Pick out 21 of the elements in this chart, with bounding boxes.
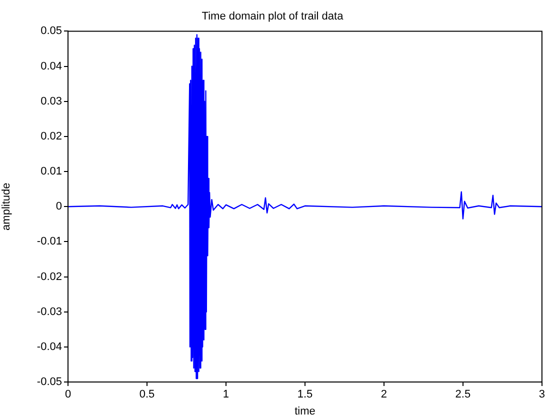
x-tick-label: 1.5 bbox=[297, 388, 313, 401]
y-tick-label: 0.03 bbox=[40, 95, 62, 108]
y-tick-label: -0.05 bbox=[36, 376, 62, 388]
y-tick-label: 0 bbox=[56, 200, 62, 213]
x-tick-label: 2.5 bbox=[455, 388, 471, 401]
x-axis-title: time bbox=[294, 405, 316, 418]
y-axis-title: amplitude bbox=[0, 182, 13, 230]
y-tick-label: 0.04 bbox=[40, 60, 62, 72]
x-tick-label: 0.5 bbox=[139, 388, 155, 401]
y-tick-label: 0.02 bbox=[40, 130, 62, 142]
y-tick-label: -0.01 bbox=[36, 236, 62, 248]
x-tick-label: 2 bbox=[380, 388, 388, 401]
x-tick-label: 0 bbox=[64, 388, 72, 401]
y-tick-label: 0.01 bbox=[40, 166, 62, 178]
y-tick-label: -0.03 bbox=[36, 306, 62, 318]
chart-title: Time domain plot of trail data bbox=[202, 10, 344, 23]
y-tick-label: 0.05 bbox=[40, 25, 62, 38]
y-tick-label: -0.02 bbox=[36, 270, 62, 283]
x-tick-label: 1 bbox=[222, 388, 230, 401]
y-tick-label: -0.04 bbox=[36, 340, 62, 353]
x-tick-label: 3 bbox=[538, 388, 546, 401]
